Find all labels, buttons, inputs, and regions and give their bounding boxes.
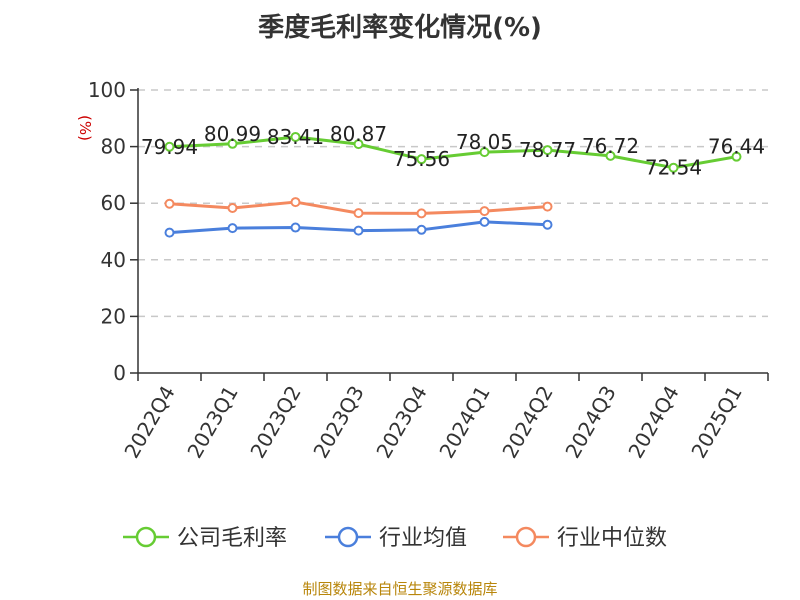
data-point-0-0[interactable] — [164, 141, 175, 152]
data-label-5: 78.05 — [456, 130, 513, 154]
data-point-1-0[interactable] — [164, 227, 175, 238]
legend-label: 行业中位数 — [557, 526, 667, 551]
series-lines — [164, 131, 742, 238]
data-label-1: 80.99 — [204, 122, 261, 146]
data-point-0-7[interactable] — [605, 150, 616, 161]
data-point-0-1[interactable] — [227, 138, 238, 149]
data-point-0-9[interactable] — [731, 151, 742, 162]
data-point-2-5[interactable] — [479, 206, 490, 217]
data-point-2-3[interactable] — [353, 208, 364, 219]
legend-label: 行业均值 — [379, 526, 467, 551]
data-point-0-4[interactable] — [416, 154, 427, 165]
series-0 — [164, 131, 742, 173]
data-label-9: 76.44 — [708, 135, 765, 159]
y-tick-label-80: 80 — [101, 135, 126, 159]
data-point-2-2[interactable] — [290, 197, 301, 208]
data-point-2-6[interactable] — [542, 201, 553, 212]
y-tick-label-20: 20 — [101, 304, 126, 328]
data-source-note: 制图数据来自恒生聚源数据库 — [302, 580, 497, 598]
legend-item-0[interactable]: 公司毛利率 — [123, 526, 287, 551]
data-point-0-8[interactable] — [668, 162, 679, 173]
data-point-0-2[interactable] — [290, 131, 301, 142]
grid-lines — [138, 89, 768, 318]
y-tick-label-60: 60 — [101, 191, 126, 215]
y-axis-unit: (%) — [76, 115, 94, 141]
data-label-7: 76.72 — [582, 134, 639, 158]
data-label-3: 80.87 — [330, 122, 387, 146]
data-point-0-5[interactable] — [479, 147, 490, 158]
data-point-1-5[interactable] — [479, 216, 490, 227]
legend-item-2[interactable]: 行业中位数 — [503, 526, 667, 551]
x-tick-label-2024Q1: 2024Q1 — [434, 382, 494, 463]
x-tick-label-2023Q4: 2023Q4 — [371, 382, 431, 463]
data-point-2-1[interactable] — [227, 203, 238, 214]
legend-label: 公司毛利率 — [177, 526, 287, 551]
data-label-0: 79.94 — [141, 135, 198, 159]
data-point-2-4[interactable] — [416, 208, 427, 219]
data-point-1-4[interactable] — [416, 224, 427, 235]
legend-marker-icon — [515, 526, 537, 548]
legend-item-1[interactable]: 行业均值 — [325, 526, 467, 551]
data-label-8: 72.54 — [645, 156, 702, 180]
x-tick-label-2024Q2: 2024Q2 — [497, 382, 557, 463]
data-point-1-6[interactable] — [542, 219, 553, 230]
y-tick-label-40: 40 — [101, 248, 126, 272]
y-tick-label-100: 100 — [88, 78, 126, 102]
x-tick-label-2023Q1: 2023Q1 — [182, 382, 242, 463]
x-tick-label-2024Q3: 2024Q3 — [560, 382, 620, 463]
data-point-0-6[interactable] — [542, 145, 553, 156]
data-label-6: 78.77 — [519, 138, 576, 162]
chart-title: 季度毛利率变化情况(%) — [258, 12, 542, 43]
legend-marker-icon — [135, 526, 157, 548]
legend[interactable]: 公司毛利率 行业均值 行业中位数 — [123, 526, 667, 551]
data-point-1-1[interactable] — [227, 223, 238, 234]
x-tick-label-2023Q2: 2023Q2 — [245, 382, 305, 463]
x-tick-label-2025Q1: 2025Q1 — [686, 382, 746, 463]
series-1 — [164, 216, 553, 238]
data-label-2: 83.41 — [267, 125, 324, 149]
x-tick-label-2024Q4: 2024Q4 — [623, 382, 683, 463]
series-2 — [164, 197, 553, 219]
legend-marker-icon — [337, 526, 359, 548]
data-point-0-3[interactable] — [353, 139, 364, 150]
data-label-4: 75.56 — [393, 147, 450, 171]
x-tick-label-2022Q4: 2022Q4 — [119, 382, 179, 463]
series-line-0 — [169, 135, 737, 170]
x-tick-label-2023Q3: 2023Q3 — [308, 382, 368, 463]
data-point-2-0[interactable] — [164, 198, 175, 209]
data-point-1-2[interactable] — [290, 222, 301, 233]
y-tick-label-0: 0 — [113, 361, 126, 385]
data-point-1-3[interactable] — [353, 225, 364, 236]
